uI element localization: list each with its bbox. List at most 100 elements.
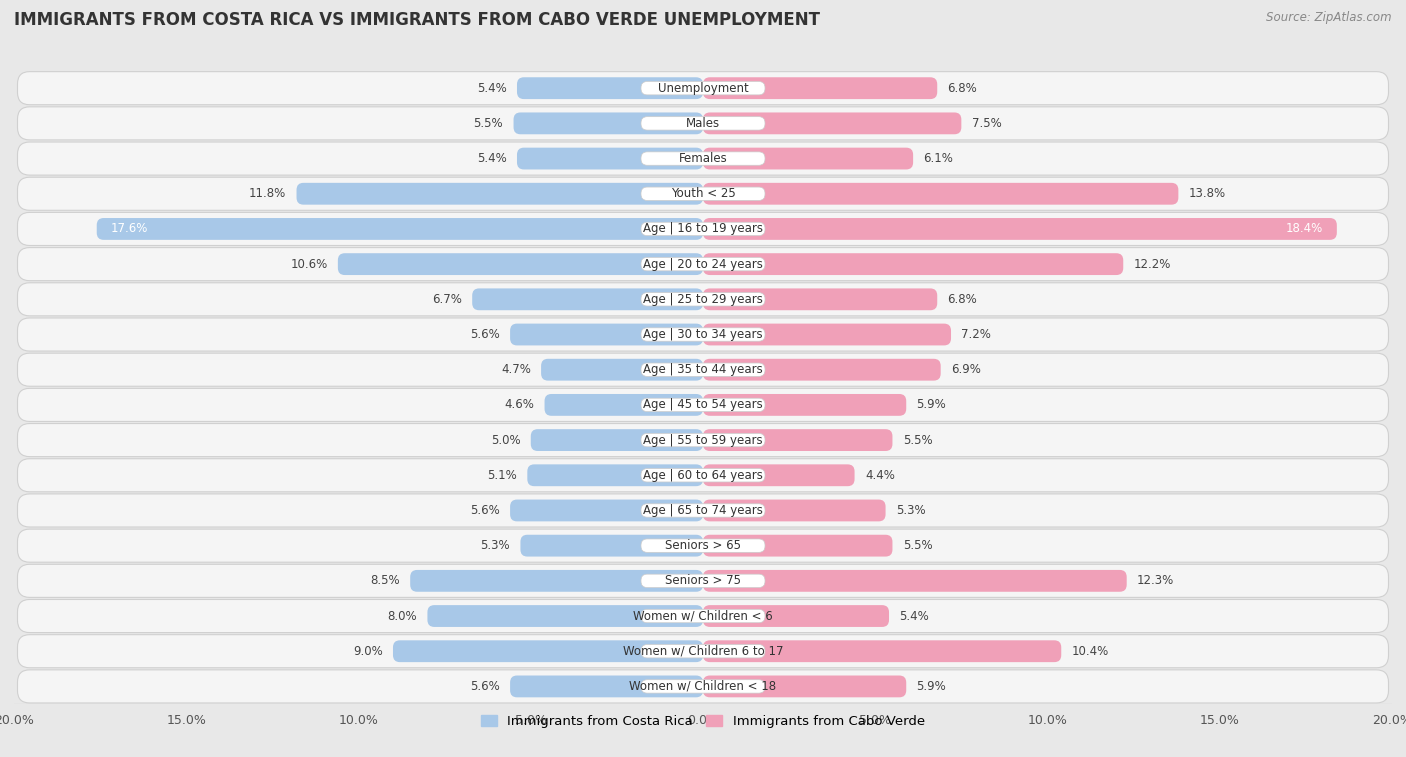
FancyBboxPatch shape — [17, 283, 1389, 316]
Text: 17.6%: 17.6% — [111, 223, 148, 235]
Text: 8.5%: 8.5% — [370, 575, 399, 587]
FancyBboxPatch shape — [703, 323, 950, 345]
FancyBboxPatch shape — [641, 363, 765, 376]
Text: Age | 20 to 24 years: Age | 20 to 24 years — [643, 257, 763, 271]
Text: 5.1%: 5.1% — [488, 469, 517, 481]
FancyBboxPatch shape — [517, 148, 703, 170]
FancyBboxPatch shape — [337, 254, 703, 275]
Text: Age | 60 to 64 years: Age | 60 to 64 years — [643, 469, 763, 481]
FancyBboxPatch shape — [427, 605, 703, 627]
FancyBboxPatch shape — [703, 183, 1178, 204]
FancyBboxPatch shape — [531, 429, 703, 451]
FancyBboxPatch shape — [703, 464, 855, 486]
Text: 12.2%: 12.2% — [1133, 257, 1171, 271]
FancyBboxPatch shape — [17, 529, 1389, 562]
FancyBboxPatch shape — [703, 675, 907, 697]
Text: 5.9%: 5.9% — [917, 680, 946, 693]
FancyBboxPatch shape — [472, 288, 703, 310]
Text: 5.3%: 5.3% — [481, 539, 510, 552]
Legend: Immigrants from Costa Rica, Immigrants from Cabo Verde: Immigrants from Costa Rica, Immigrants f… — [475, 709, 931, 734]
FancyBboxPatch shape — [17, 494, 1389, 527]
Text: 6.1%: 6.1% — [924, 152, 953, 165]
FancyBboxPatch shape — [703, 534, 893, 556]
FancyBboxPatch shape — [527, 464, 703, 486]
FancyBboxPatch shape — [17, 72, 1389, 104]
Text: Age | 55 to 59 years: Age | 55 to 59 years — [643, 434, 763, 447]
FancyBboxPatch shape — [541, 359, 703, 381]
Text: Age | 25 to 29 years: Age | 25 to 29 years — [643, 293, 763, 306]
FancyBboxPatch shape — [703, 570, 1126, 592]
Text: 10.6%: 10.6% — [290, 257, 328, 271]
Text: 11.8%: 11.8% — [249, 187, 287, 201]
Text: Women w/ Children 6 to 17: Women w/ Children 6 to 17 — [623, 645, 783, 658]
FancyBboxPatch shape — [703, 429, 893, 451]
FancyBboxPatch shape — [297, 183, 703, 204]
Text: 4.4%: 4.4% — [865, 469, 894, 481]
FancyBboxPatch shape — [411, 570, 703, 592]
Text: Women w/ Children < 6: Women w/ Children < 6 — [633, 609, 773, 622]
FancyBboxPatch shape — [17, 388, 1389, 422]
Text: Age | 30 to 34 years: Age | 30 to 34 years — [643, 328, 763, 341]
Text: 5.4%: 5.4% — [477, 82, 506, 95]
Text: Youth < 25: Youth < 25 — [671, 187, 735, 201]
Text: Males: Males — [686, 117, 720, 130]
FancyBboxPatch shape — [703, 605, 889, 627]
Text: Unemployment: Unemployment — [658, 82, 748, 95]
FancyBboxPatch shape — [703, 500, 886, 522]
Text: Seniors > 75: Seniors > 75 — [665, 575, 741, 587]
Text: Age | 65 to 74 years: Age | 65 to 74 years — [643, 504, 763, 517]
Text: 5.0%: 5.0% — [491, 434, 520, 447]
Text: 12.3%: 12.3% — [1137, 575, 1174, 587]
FancyBboxPatch shape — [17, 459, 1389, 492]
FancyBboxPatch shape — [641, 609, 765, 623]
FancyBboxPatch shape — [17, 424, 1389, 456]
Text: Age | 45 to 54 years: Age | 45 to 54 years — [643, 398, 763, 411]
FancyBboxPatch shape — [392, 640, 703, 662]
FancyBboxPatch shape — [641, 187, 765, 201]
FancyBboxPatch shape — [641, 82, 765, 95]
FancyBboxPatch shape — [703, 77, 938, 99]
Text: IMMIGRANTS FROM COSTA RICA VS IMMIGRANTS FROM CABO VERDE UNEMPLOYMENT: IMMIGRANTS FROM COSTA RICA VS IMMIGRANTS… — [14, 11, 820, 30]
FancyBboxPatch shape — [703, 113, 962, 134]
FancyBboxPatch shape — [641, 680, 765, 693]
FancyBboxPatch shape — [703, 640, 1062, 662]
FancyBboxPatch shape — [17, 564, 1389, 597]
FancyBboxPatch shape — [17, 670, 1389, 703]
Text: 5.5%: 5.5% — [903, 434, 932, 447]
FancyBboxPatch shape — [544, 394, 703, 416]
Text: Age | 16 to 19 years: Age | 16 to 19 years — [643, 223, 763, 235]
Text: 6.8%: 6.8% — [948, 82, 977, 95]
Text: 4.7%: 4.7% — [501, 363, 531, 376]
FancyBboxPatch shape — [641, 503, 765, 517]
FancyBboxPatch shape — [17, 318, 1389, 351]
FancyBboxPatch shape — [17, 142, 1389, 175]
FancyBboxPatch shape — [17, 248, 1389, 281]
Text: Source: ZipAtlas.com: Source: ZipAtlas.com — [1267, 11, 1392, 24]
FancyBboxPatch shape — [97, 218, 703, 240]
Text: 6.7%: 6.7% — [432, 293, 461, 306]
FancyBboxPatch shape — [17, 213, 1389, 245]
FancyBboxPatch shape — [703, 254, 1123, 275]
Text: Females: Females — [679, 152, 727, 165]
Text: 5.3%: 5.3% — [896, 504, 925, 517]
FancyBboxPatch shape — [17, 354, 1389, 386]
FancyBboxPatch shape — [510, 500, 703, 522]
FancyBboxPatch shape — [17, 107, 1389, 140]
Text: Age | 35 to 44 years: Age | 35 to 44 years — [643, 363, 763, 376]
FancyBboxPatch shape — [510, 675, 703, 697]
Text: 18.4%: 18.4% — [1286, 223, 1323, 235]
Text: 5.5%: 5.5% — [474, 117, 503, 130]
Text: 5.6%: 5.6% — [470, 328, 499, 341]
FancyBboxPatch shape — [641, 117, 765, 130]
FancyBboxPatch shape — [17, 634, 1389, 668]
Text: Women w/ Children < 18: Women w/ Children < 18 — [630, 680, 776, 693]
Text: 5.9%: 5.9% — [917, 398, 946, 411]
FancyBboxPatch shape — [510, 323, 703, 345]
Text: Seniors > 65: Seniors > 65 — [665, 539, 741, 552]
FancyBboxPatch shape — [641, 574, 765, 587]
FancyBboxPatch shape — [641, 223, 765, 235]
FancyBboxPatch shape — [17, 600, 1389, 633]
Text: 6.9%: 6.9% — [950, 363, 981, 376]
Text: 6.8%: 6.8% — [948, 293, 977, 306]
FancyBboxPatch shape — [703, 394, 907, 416]
